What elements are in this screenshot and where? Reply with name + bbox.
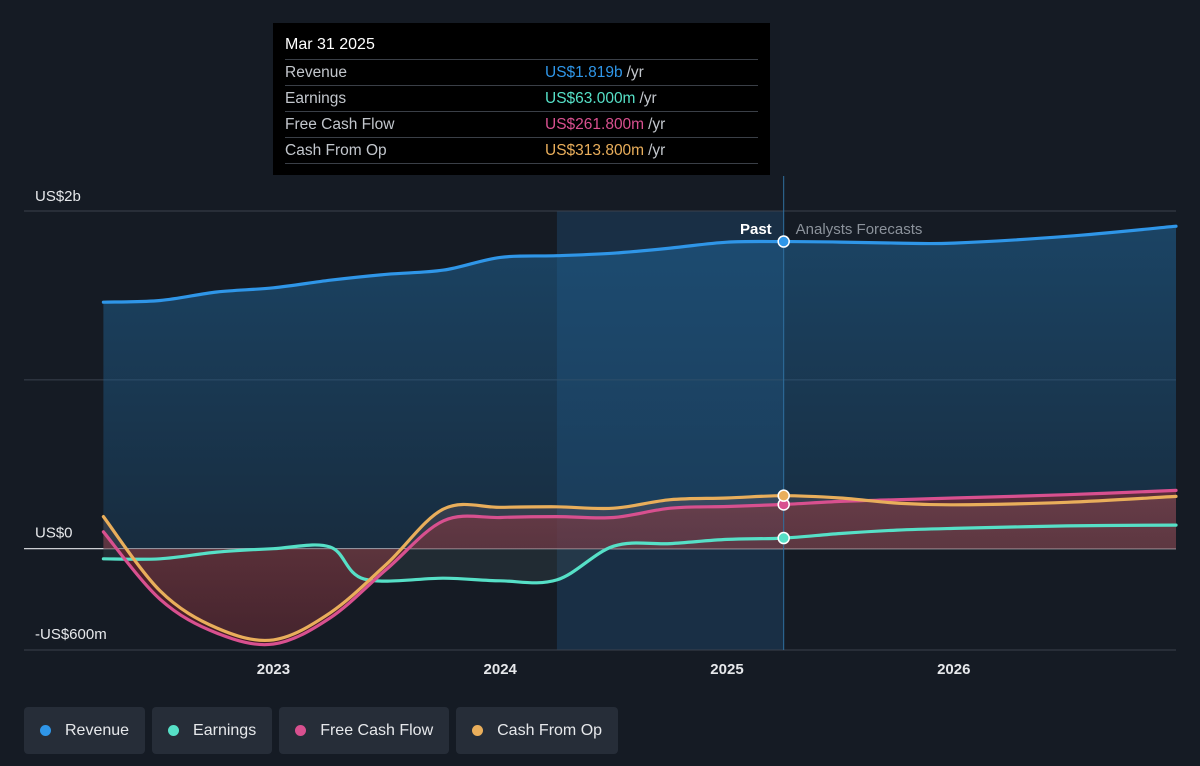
legend-item-revenue[interactable]: Revenue: [24, 707, 146, 754]
x-axis: 2023 2024 2025 2026: [257, 661, 971, 678]
tooltip-value: US$63.000m: [545, 90, 636, 107]
legend-dot-icon: [40, 725, 51, 736]
tooltip-label: Cash From Op: [285, 142, 387, 159]
current-point-marker: [777, 531, 790, 545]
tooltip-value: US$1.819b: [545, 64, 623, 81]
legend-dot-icon: [472, 725, 484, 736]
tooltip: Mar 31 2025 Revenue US$1.819b /yr Earnin…: [273, 23, 770, 175]
current-point-markers: [777, 235, 790, 545]
legend-item-earnings[interactable]: Earnings: [152, 707, 273, 754]
x-tick-label: 2026: [937, 661, 970, 678]
series-line: [101, 494, 1178, 643]
legend-item-free-cash-flow[interactable]: Free Cash Flow: [279, 707, 450, 754]
current-point-marker: [777, 489, 790, 502]
legend-label: Cash From Op: [497, 721, 603, 739]
series-fill: [103, 495, 1176, 641]
forecast-label: Analysts Forecasts: [796, 221, 923, 238]
tooltip-value: US$313.800m: [545, 142, 645, 159]
legend-label: Earnings: [193, 721, 257, 739]
tooltip-label: Earnings: [285, 90, 347, 107]
tooltip-unit: /yr: [639, 90, 657, 107]
tooltip-row-fcf: Free Cash Flow US$261.800m /yr: [285, 111, 758, 137]
past-label: Past: [740, 221, 772, 238]
tooltip-label: Free Cash Flow: [285, 116, 395, 133]
y-axis: US$2b US$0 -US$600m: [35, 188, 107, 643]
y-tick-label: US$0: [35, 525, 73, 542]
current-point-marker: [777, 235, 790, 248]
legend-dot-icon: [295, 725, 307, 736]
tooltip-date: Mar 31 2025: [285, 36, 375, 53]
tooltip-unit: /yr: [648, 142, 666, 159]
legend-item-cash-from-op[interactable]: Cash From Op: [456, 707, 619, 754]
series-fill: [103, 226, 1176, 549]
tooltip-row-revenue: Revenue US$1.819b /yr: [285, 59, 758, 85]
y-tick-label: US$2b: [35, 188, 81, 205]
tooltip-row-earnings: Earnings US$63.000m /yr: [285, 85, 758, 111]
legend-dot-icon: [168, 725, 180, 736]
series-lines: [101, 224, 1178, 647]
x-tick-label: 2023: [257, 661, 290, 678]
series-line: [101, 224, 1178, 304]
tooltip-unit: /yr: [648, 116, 666, 133]
series-line: [101, 523, 1178, 585]
x-tick-label: 2024: [484, 661, 518, 678]
tooltip-value: US$261.800m: [545, 116, 645, 133]
tooltip-row-cfo: Cash From Op US$313.800m /yr: [285, 137, 758, 164]
tooltip-label: Revenue: [285, 64, 348, 81]
y-tick-label: -US$600m: [35, 626, 107, 643]
legend-label: Free Cash Flow: [320, 721, 434, 739]
tooltip-unit: /yr: [626, 64, 644, 81]
legend: Revenue Earnings Free Cash Flow Cash Fro…: [24, 707, 619, 754]
x-tick-label: 2025: [710, 661, 743, 678]
legend-label: Revenue: [65, 721, 130, 739]
series-line: [101, 488, 1178, 647]
